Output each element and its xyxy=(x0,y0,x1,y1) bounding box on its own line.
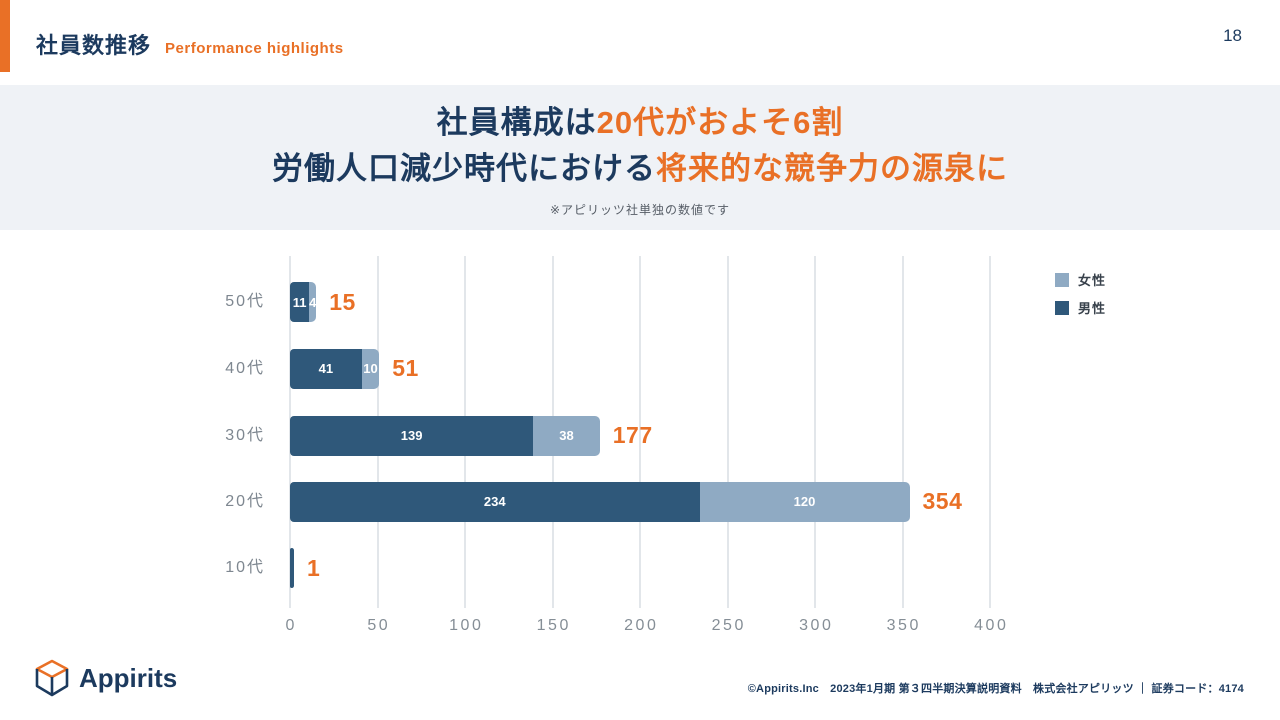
x-tick-label: 300 xyxy=(799,617,834,634)
headline-line1-orange: 20代がおよそ6割 xyxy=(596,105,844,140)
x-tick-label: 350 xyxy=(886,617,921,634)
headline-line2-navy: 労働人口減少時代における xyxy=(272,151,656,186)
header-accent-bar xyxy=(0,0,10,72)
bar-segment-value: 41 xyxy=(318,361,334,376)
headline-banner: 社員構成は20代がおよそ6割 労働人口減少時代における将来的な競争力の源泉に ※… xyxy=(0,85,1280,230)
footer-copyright: ©Appirits.Inc 2023年1月期 第３四半期決算説明資料 株式会社ア… xyxy=(747,683,1244,695)
bar-segment-value: 234 xyxy=(483,494,506,509)
category-label: 40代 xyxy=(225,359,265,377)
bar-segment-female: 4 xyxy=(309,282,316,322)
legend-label: 男性 xyxy=(1078,301,1107,316)
header: 社員数推移 Performance highlights xyxy=(36,28,344,60)
legend-item: 女性 xyxy=(1055,270,1106,289)
category-label: 50代 xyxy=(225,293,265,310)
x-tick-label: 200 xyxy=(624,617,659,634)
headline-line1-navy: 社員構成は xyxy=(436,105,597,140)
appirits-cube-icon xyxy=(35,659,69,697)
bar-segment-male: 41 xyxy=(290,348,362,389)
gridline xyxy=(639,256,641,608)
bar-segment-female: 38 xyxy=(533,415,600,456)
headline-line1: 社員構成は20代がおよそ6割 xyxy=(0,100,1280,146)
bar-segment-value: 10 xyxy=(363,361,378,376)
banner-note: ※アピリッツ社単独の数値です xyxy=(549,203,731,217)
bar-total-label: 177 xyxy=(612,422,653,448)
bar-segment-male xyxy=(290,548,294,588)
x-tick-label: 400 xyxy=(974,617,1009,634)
gridline xyxy=(901,256,904,608)
bar-segment-female: 120 xyxy=(699,481,910,522)
appirits-logo: Appirits xyxy=(34,659,177,697)
bar-total-label: 51 xyxy=(392,355,419,381)
gridline xyxy=(989,256,991,608)
headline: 社員構成は20代がおよそ6割 労働人口減少時代における将来的な競争力の源泉に xyxy=(0,85,1280,192)
x-tick-label: 50 xyxy=(367,617,391,634)
category-label: 30代 xyxy=(225,426,265,444)
bar-segment-value: 139 xyxy=(400,428,423,443)
bar-segment-male: 11 xyxy=(290,282,310,322)
x-tick-label: 100 xyxy=(449,617,484,634)
legend-swatch xyxy=(1055,300,1069,315)
legend-item: 男性 xyxy=(1055,298,1106,317)
gridline xyxy=(814,256,816,608)
legend-label: 女性 xyxy=(1078,273,1107,288)
bar-segment-male: 234 xyxy=(290,481,700,522)
headline-line2-orange: 将来的な競争力の源泉に xyxy=(656,151,1008,186)
employee-age-stacked-bar-chart: 0 50 100 150 200 250 300 350 400 50代 11 4 15 40代 41 10 5… xyxy=(0,230,1280,660)
x-tick-label: 0 xyxy=(285,617,297,634)
bar-segment-value: 11 xyxy=(292,294,307,310)
bar-segment-male: 139 xyxy=(290,415,534,456)
x-tick-label: 150 xyxy=(536,617,571,634)
bar-total-label: 354 xyxy=(922,488,963,514)
page-number: 18 xyxy=(1223,26,1242,45)
bar-segment-female: 10 xyxy=(361,348,380,389)
headline-line2: 労働人口減少時代における将来的な競争力の源泉に xyxy=(0,146,1280,192)
bar-segment-value: 4 xyxy=(309,294,317,310)
bar-segment-value: 120 xyxy=(793,494,816,509)
category-label: 10代 xyxy=(225,559,265,576)
gridline xyxy=(726,256,729,608)
appirits-logo-text: Appirits xyxy=(79,662,178,693)
bar-segment-value: 38 xyxy=(559,428,574,443)
bar-total-label: 15 xyxy=(329,288,356,315)
category-label: 20代 xyxy=(225,492,265,510)
legend-swatch xyxy=(1055,272,1069,287)
x-tick-label: 250 xyxy=(711,617,746,634)
page-subtitle: Performance highlights xyxy=(165,40,344,57)
page-title: 社員数推移 xyxy=(36,33,152,58)
bar-total-label: 1 xyxy=(307,554,321,581)
chart-legend: 女性 男性 xyxy=(1055,270,1106,317)
